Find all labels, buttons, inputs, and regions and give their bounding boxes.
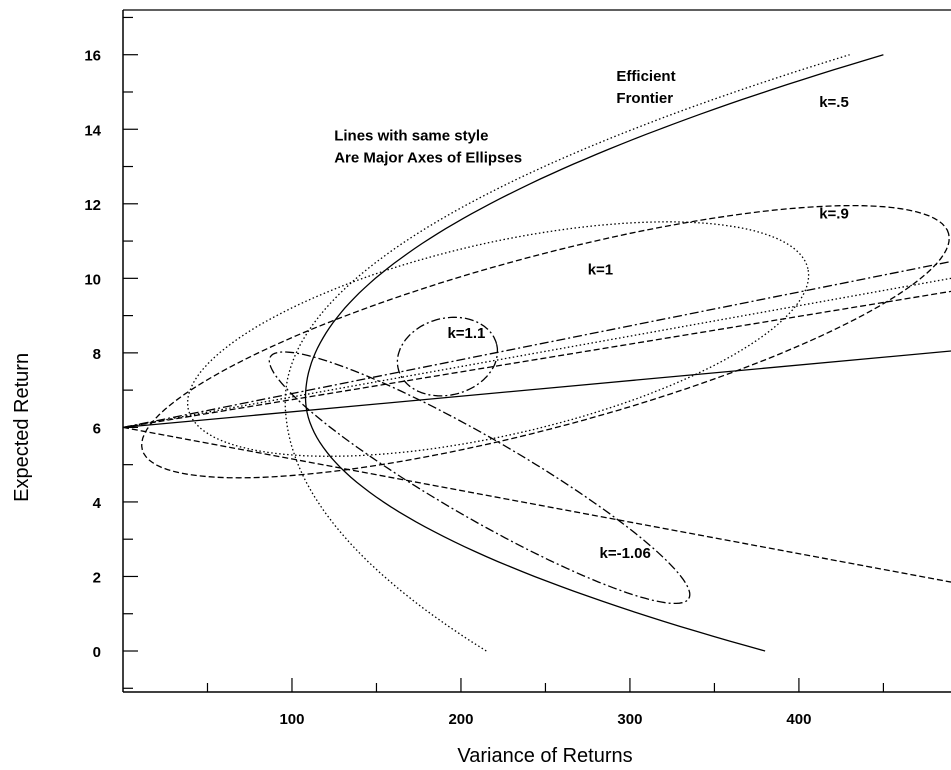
series-line-dashed-6 [122,426,951,583]
annotation-label: k=-1.06 [600,545,651,562]
series-line-dashed-5 [122,290,951,429]
x-tick-label: 100 [279,711,304,728]
x-tick-label: 300 [617,711,642,728]
axes: 100 200 300 400 0 2 4 6 8 10 12 14 16 [84,9,951,728]
annotation-line: k=.9 [819,206,849,223]
y-tick-label: 8 [93,346,101,363]
series-line-solid-2 [122,350,951,429]
x-tick-label: 200 [448,711,473,728]
y-tick-label: 4 [93,495,102,512]
annotation-label: Lines with same style Are Major Axes of E… [334,127,522,166]
y-tick-label: 12 [84,197,101,214]
series-ellipse-dotted-8 [187,221,810,457]
annotation-line: Efficient [616,68,675,85]
y-axis-title: Expected Return [11,353,33,502]
annotation-label: k=.9 [819,206,849,223]
annotation-line: k=.5 [819,94,849,111]
annotation-line: Frontier [616,90,673,107]
annotation-line: Are Major Axes of Ellipses [334,149,522,166]
annotation-line: k=1.1 [447,325,485,342]
series-ellipse-dash-dot-10 [268,351,691,605]
annotation-line: k=1 [588,262,613,279]
y-tick-label: 10 [84,271,101,288]
y-tick-label: 16 [84,48,101,65]
labels-layer: Lines with same style Are Major Axes of E… [334,68,849,562]
y-tick-label: 2 [93,569,101,586]
series-parabola-solid-0 [304,54,884,652]
annotation-line: k=-1.06 [600,545,651,562]
annotation-line: Lines with same style [334,127,488,144]
annotation-label: k=1.1 [447,325,485,342]
series-layer [122,54,951,652]
series-line-dotted-4 [122,277,951,429]
y-tick-label: 14 [84,122,101,139]
y-tick-label: 6 [93,420,101,437]
annotation-label: k=1 [588,262,613,279]
series-line-dash-dot-3 [122,260,951,429]
y-tick-label: 0 [93,644,101,661]
annotation-label: k=.5 [819,94,849,111]
x-tick-label: 400 [786,711,811,728]
series-ellipse-dash-dot-9 [396,316,499,397]
x-axis-title: Variance of Returns [457,745,632,767]
series-ellipse-dashed-7 [141,204,950,479]
annotation-label: Efficient Frontier [616,68,675,107]
